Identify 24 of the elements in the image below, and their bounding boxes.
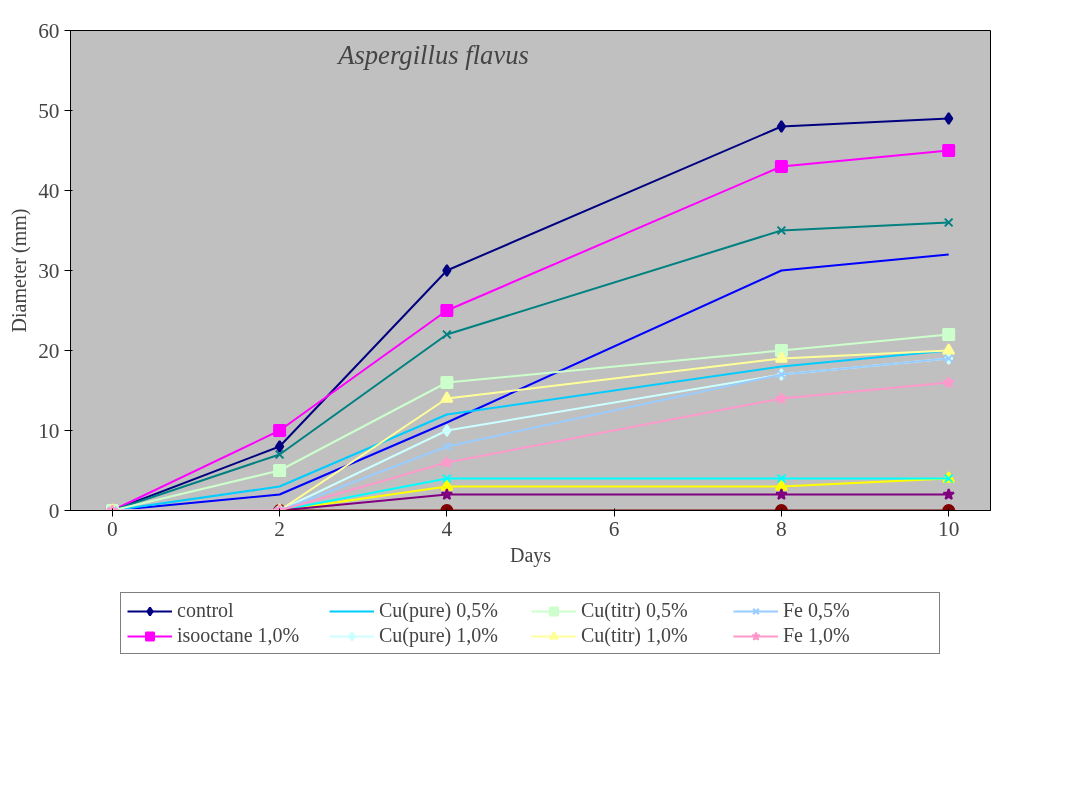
y-tick-label: 10 (38, 418, 60, 443)
x-tick-label: 10 (938, 516, 960, 541)
y-tick-label: 40 (38, 178, 60, 203)
x-tick-label: 8 (776, 516, 787, 541)
legend-label: Fe 0,5% (783, 599, 851, 622)
legend-label: Cu(titr) 1,0% (581, 624, 689, 647)
legend-label: Fe 1,0% (783, 624, 851, 647)
legend-label: Cu(pure) 1,0% (379, 624, 499, 647)
x-tick-label: 0 (106, 516, 118, 541)
x-tick-label: 4 (441, 516, 453, 541)
x-tick-label: 6 (608, 516, 620, 541)
legend-label: isooctane 1,0% (177, 624, 301, 647)
y-tick-label: 30 (38, 258, 60, 283)
y-axis-title: Diameter (mm) (8, 208, 32, 333)
y-tick-label: 50 (38, 98, 60, 123)
legend-label: Cu(titr) 0,5% (581, 599, 689, 622)
x-axis-title: Days (509, 543, 552, 567)
y-tick-label: 0 (48, 498, 60, 523)
legend-label: Cu(pure) 0,5% (379, 599, 499, 622)
legend-label: control (177, 599, 235, 622)
x-tick-label: 2 (274, 516, 285, 541)
chart-title: Aspergillus flavus (336, 39, 529, 70)
y-tick-label: 60 (38, 18, 60, 43)
y-tick-label: 20 (38, 338, 60, 363)
